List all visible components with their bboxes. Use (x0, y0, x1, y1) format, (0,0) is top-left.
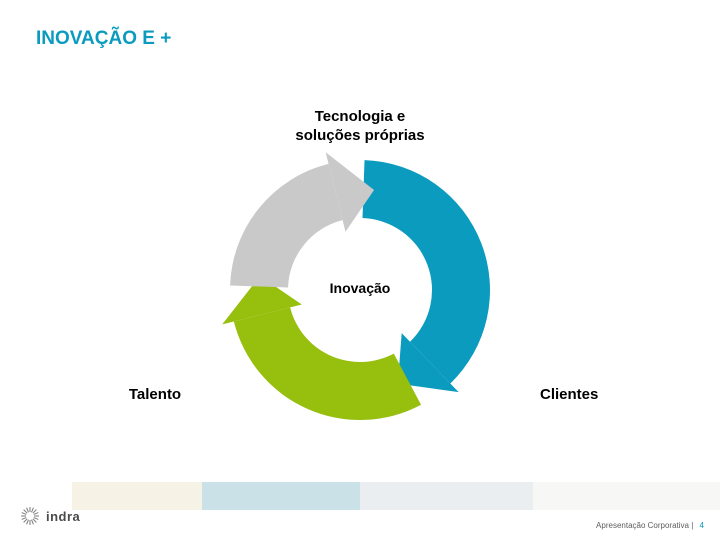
talento-label: Talento (35, 386, 275, 405)
logo-text: indra (46, 509, 80, 524)
page-number: 4 (700, 521, 704, 530)
arc-tecnologia (363, 160, 490, 383)
tecnologia-label: Tecnologia e soluções próprias (240, 108, 480, 146)
cycle-diagram (0, 0, 720, 540)
company-logo: indra (20, 506, 80, 526)
footer-separator: | (691, 521, 695, 530)
logo-mark-icon (20, 506, 40, 526)
footer-text: Apresentação Corporativa (596, 521, 689, 530)
clientes-label: Clientes (540, 386, 598, 405)
center-label: Inovação (300, 280, 420, 296)
arc-talento (230, 164, 343, 288)
footer-caption: Apresentação Corporativa | 4 (596, 521, 704, 530)
